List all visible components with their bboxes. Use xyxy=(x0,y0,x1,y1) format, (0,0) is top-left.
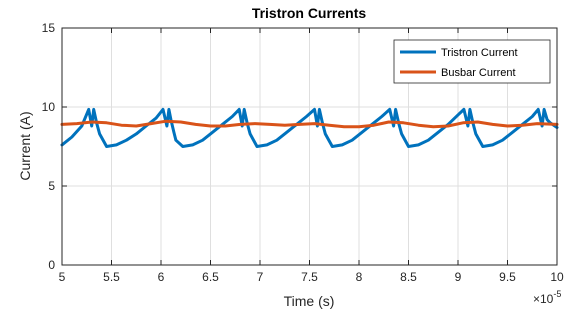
legend: Tristron Current Busbar Current xyxy=(393,39,551,84)
x-tick-label: 6.5 xyxy=(202,270,219,284)
y-tick-label: 5 xyxy=(48,179,55,193)
x-tick-label: 8 xyxy=(356,270,363,284)
chart-title: Tristron Currents xyxy=(252,5,367,21)
x-tick-label: 6 xyxy=(158,270,165,284)
x-axis: 5 5.5 6 6.5 7 7.5 8 8.5 9 9.5 10 xyxy=(59,28,564,284)
y-axis-title: Current (A) xyxy=(17,111,33,180)
y-tick-label: 10 xyxy=(42,100,56,114)
y-axis: 0 5 10 15 xyxy=(42,21,557,272)
x-multiplier-exponent: -5 xyxy=(553,289,561,299)
x-tick-label: 5.5 xyxy=(103,270,120,284)
x-tick-label: 7 xyxy=(257,270,264,284)
x-tick-label: 10 xyxy=(550,270,564,284)
x-tick-label: 9 xyxy=(455,270,462,284)
x-tick-label: 5 xyxy=(59,270,66,284)
x-tick-label: 7.5 xyxy=(301,270,318,284)
x-axis-title: Time (s) xyxy=(284,293,335,309)
x-multiplier-base: ×10 xyxy=(533,292,554,306)
legend-box xyxy=(393,39,551,84)
legend-label-busbar: Busbar Current xyxy=(441,67,516,79)
series-line-busbar-current xyxy=(60,119,559,129)
legend-label-tristron: Tristron Current xyxy=(441,47,518,59)
y-tick-label: 15 xyxy=(42,21,56,35)
series-group xyxy=(60,107,559,148)
x-tick-label: 8.5 xyxy=(400,270,417,284)
y-tick-label: 0 xyxy=(48,258,55,272)
x-tick-label: 9.5 xyxy=(499,270,516,284)
series-line-tristron-current xyxy=(60,107,559,148)
x-multiplier: ×10-5 xyxy=(533,289,561,306)
